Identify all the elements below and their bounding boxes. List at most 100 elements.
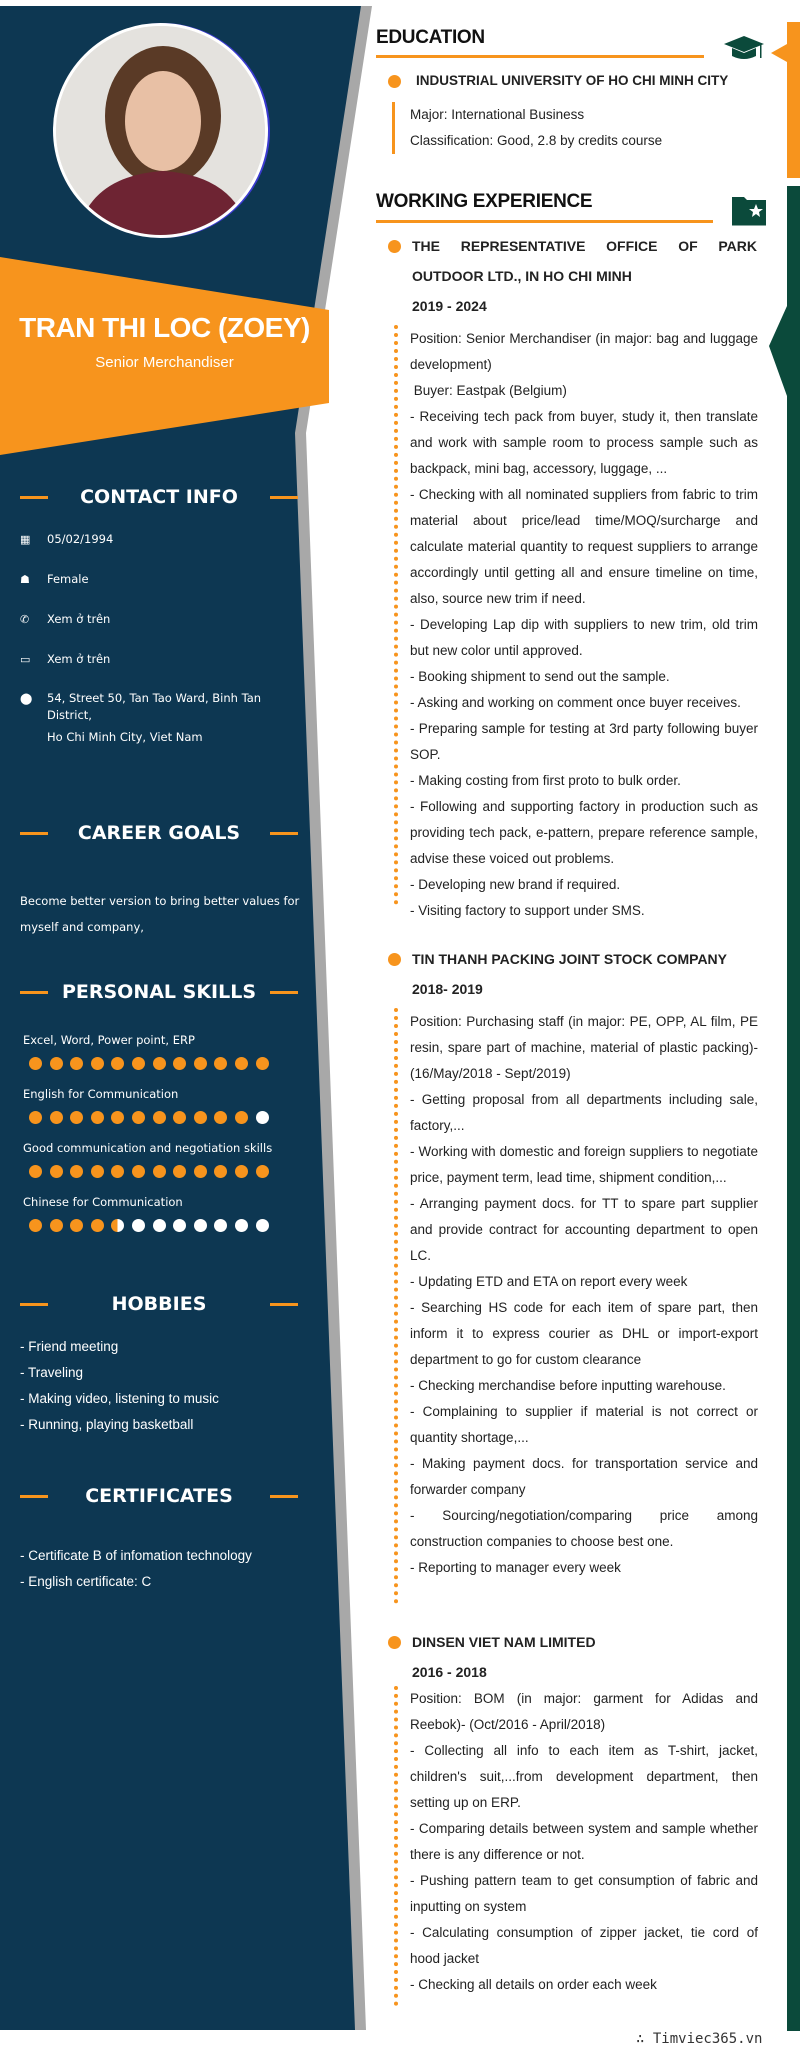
career-goals-text: Become better version to bring better va… — [20, 894, 300, 934]
name-banner — [0, 257, 329, 455]
skill-dot — [173, 1219, 187, 1232]
skill-dot — [193, 1219, 207, 1232]
skill-dot — [193, 1111, 207, 1124]
education-bullet — [388, 75, 401, 88]
skill-dot — [90, 1057, 104, 1070]
hobbies-heading: HOBBIES — [20, 1292, 298, 1316]
job-duty: - Developing new brand if required. — [410, 877, 621, 892]
job-duty: - Getting proposal from all departments … — [410, 1092, 762, 1133]
job-duty: - Reporting to manager every week — [410, 1560, 621, 1575]
job-header: DINSEN VIET NAM LIMITED 2016 - 2018 — [412, 1627, 757, 1687]
skill-dot — [49, 1111, 63, 1124]
job-duty: - Working with domestic and foreign supp… — [410, 1144, 762, 1185]
job-period: 2019 - 2024 — [412, 298, 487, 314]
hobbies-list: - Friend meeting - Traveling - Making vi… — [20, 1334, 219, 1438]
job-duty: - Developing Lap dip with suppliers to n… — [410, 617, 762, 658]
skill-dot — [193, 1057, 207, 1070]
person-icon: ☗ — [20, 573, 30, 586]
skill-dot — [152, 1111, 166, 1124]
education-heading: EDUCATION — [376, 27, 485, 48]
skill-dot — [173, 1057, 187, 1070]
skill-dot — [152, 1165, 166, 1178]
career-goals-heading: CAREER GOALS — [20, 821, 298, 845]
skill-label: English for Communication — [23, 1087, 179, 1101]
skill-rating — [29, 1111, 269, 1124]
skill-dot — [255, 1057, 269, 1070]
skill-rating — [29, 1165, 269, 1178]
certificate-item: - English certificate: C — [20, 1574, 152, 1589]
job-duty: - Updating ETD and ETA on report every w… — [410, 1274, 688, 1289]
skill-dot — [29, 1165, 42, 1178]
skill-dot — [111, 1057, 125, 1070]
job-bullet — [388, 953, 401, 966]
skill-dot — [214, 1165, 228, 1178]
job-bullet — [388, 240, 401, 253]
sidebar-background — [0, 6, 372, 2030]
skill-dot — [70, 1219, 84, 1232]
candidate-name: TRAN THI LOC (ZOEY) — [19, 312, 310, 343]
skills-heading: PERSONAL SKILLS — [20, 980, 298, 1004]
certificates-list: - Certificate B of infomation technology… — [20, 1543, 252, 1595]
education-vline — [392, 102, 395, 154]
job-duty: - Checking merchandise before inputting … — [410, 1378, 726, 1393]
skill-dot — [214, 1111, 228, 1124]
contact-birthday: ▦ 05/02/1994 — [20, 532, 114, 546]
skill-dot — [234, 1057, 248, 1070]
skill-dot — [111, 1219, 125, 1232]
company-name: DINSEN VIET NAM LIMITED — [412, 1634, 596, 1650]
job-duty: Position: Senior Merchandiser (in major:… — [410, 331, 762, 372]
skill-dot — [255, 1219, 269, 1232]
job-duty: - Comparing details between system and s… — [410, 1821, 762, 1862]
skill-dot — [70, 1165, 84, 1178]
job-description: Position: Senior Merchandiser (in major:… — [410, 326, 758, 924]
timeline-dotted-line — [394, 325, 398, 905]
company-name: THE REPRESENTATIVE OFFICE OF PARK OUTDOO… — [412, 238, 757, 284]
job-duty: - Booking shipment to send out the sampl… — [410, 669, 670, 684]
skill-dot — [234, 1165, 248, 1178]
skill-dot — [90, 1111, 104, 1124]
contact-gender: ☗ Female — [20, 572, 89, 586]
skill-dot — [90, 1219, 104, 1232]
job-duty: - Making costing from first proto to bul… — [410, 773, 681, 788]
education-classification: Classification: Good, 2.8 by credits cou… — [410, 133, 663, 148]
skill-dot — [234, 1111, 248, 1124]
job-duty: - Making payment docs. for transportatio… — [410, 1456, 762, 1497]
experience-underline — [376, 220, 713, 223]
skill-dot — [111, 1111, 125, 1124]
timeline-dotted-line — [394, 1686, 398, 2006]
skill-label: Good communication and negotiation skill… — [23, 1141, 273, 1155]
hobby-item: - Making video, listening to music — [20, 1391, 219, 1406]
contact-address: ⬤ 54, Street 50, Tan Tao Ward, Binh Tan D… — [20, 690, 290, 750]
job-header: THE REPRESENTATIVE OFFICE OF PARK OUTDOO… — [412, 231, 757, 321]
job-duty: - Asking and working on comment once buy… — [410, 695, 741, 710]
skill-dot — [255, 1111, 269, 1124]
job-duty: - Visiting factory to support under SMS. — [410, 903, 645, 918]
avatar — [53, 23, 268, 238]
skill-rating — [29, 1057, 269, 1070]
job-duty: - Collecting all info to each item as T-… — [410, 1743, 762, 1810]
hobby-item: - Traveling — [20, 1365, 84, 1380]
skill-dot — [49, 1057, 63, 1070]
skill-dot — [152, 1219, 166, 1232]
company-name: TIN THANH PACKING JOINT STOCK COMPANY — [412, 951, 728, 967]
job-duty: - Complaining to supplier if material is… — [410, 1404, 762, 1445]
contact-phone: ✆ Xem ở trên — [20, 612, 111, 626]
job-description: Position: Purchasing staff (in major: PE… — [410, 1009, 758, 1581]
email-icon: ▭ — [20, 653, 31, 666]
skill-dot — [214, 1057, 228, 1070]
skill-label: Excel, Word, Power point, ERP — [23, 1033, 195, 1047]
skill-dot — [173, 1111, 187, 1124]
skill-dot — [49, 1219, 63, 1232]
job-duty: - Arranging payment docs. for TT to spar… — [410, 1196, 762, 1263]
job-period: 2018- 2019 — [412, 981, 483, 997]
job-duty: Position: BOM (in major: garment for Adi… — [410, 1691, 762, 1732]
education-underline — [376, 55, 704, 58]
location-icon: ⬤ — [20, 692, 33, 705]
job-duty: Buyer: Eastpak (Belgium) — [410, 383, 567, 398]
skill-dot — [214, 1219, 228, 1232]
skill-dot — [255, 1165, 269, 1178]
job-duty: - Following and supporting factory in pr… — [410, 799, 762, 866]
job-duty: - Receiving tech pack from buyer, study … — [410, 409, 762, 476]
skill-dot — [70, 1111, 84, 1124]
job-duty: - Calculating consumption of zipper jack… — [410, 1925, 762, 1966]
